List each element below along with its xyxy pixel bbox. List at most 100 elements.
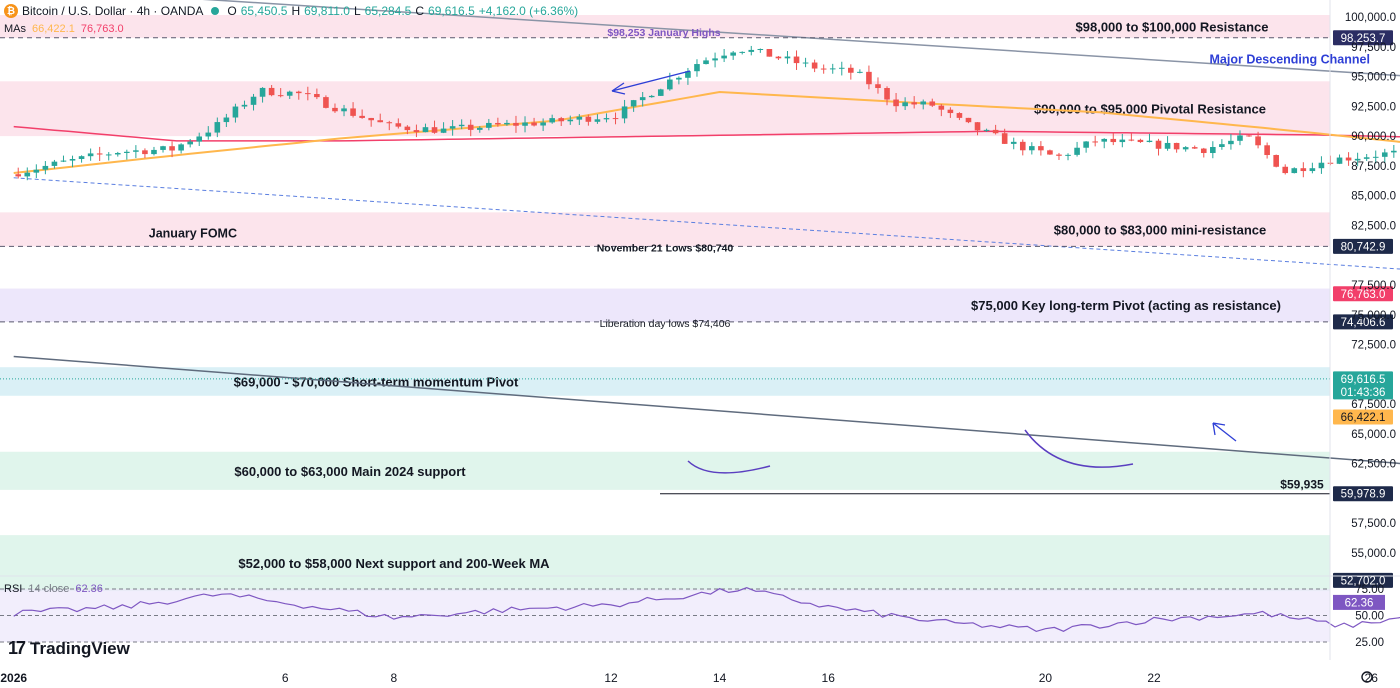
- candle-up[interactable]: [1354, 158, 1361, 161]
- candle-up[interactable]: [51, 161, 58, 166]
- candle-down[interactable]: [1038, 146, 1044, 151]
- candle-down[interactable]: [811, 62, 818, 69]
- candle-up[interactable]: [160, 146, 166, 150]
- candle-up[interactable]: [1318, 162, 1325, 169]
- candle-up[interactable]: [567, 119, 574, 122]
- candle-up[interactable]: [341, 108, 347, 112]
- candle-up[interactable]: [1372, 156, 1379, 158]
- candle-up[interactable]: [504, 122, 510, 125]
- candle-down[interactable]: [956, 113, 963, 118]
- candle-down[interactable]: [1056, 154, 1062, 156]
- candle-up[interactable]: [187, 141, 193, 145]
- candle-down[interactable]: [1110, 138, 1117, 143]
- candle-up[interactable]: [594, 119, 601, 122]
- candle-down[interactable]: [992, 129, 999, 134]
- candle-up[interactable]: [1101, 138, 1108, 142]
- candle-up[interactable]: [1010, 141, 1017, 144]
- candle-up[interactable]: [24, 172, 31, 177]
- candle-down[interactable]: [612, 118, 619, 120]
- candle-up[interactable]: [133, 150, 139, 152]
- candle-up[interactable]: [802, 62, 809, 64]
- candle-down[interactable]: [820, 68, 827, 70]
- candle-up[interactable]: [1083, 141, 1089, 148]
- candle-up[interactable]: [657, 89, 664, 96]
- candle-down[interactable]: [350, 108, 356, 116]
- candle-down[interactable]: [1273, 155, 1279, 167]
- candle-down[interactable]: [268, 87, 275, 96]
- candle-up[interactable]: [1119, 139, 1126, 143]
- candle-down[interactable]: [1282, 166, 1289, 174]
- candle-down[interactable]: [875, 84, 881, 89]
- candle-up[interactable]: [603, 118, 610, 120]
- candle-up[interactable]: [124, 151, 130, 153]
- candle-up[interactable]: [1065, 154, 1071, 156]
- candle-down[interactable]: [1300, 168, 1307, 172]
- candle-down[interactable]: [929, 101, 936, 106]
- candle-up[interactable]: [1228, 140, 1234, 145]
- candle-down[interactable]: [404, 126, 411, 131]
- candle-up[interactable]: [1363, 157, 1370, 159]
- candle-down[interactable]: [277, 95, 284, 97]
- candle-down[interactable]: [585, 116, 592, 122]
- rsi-pane[interactable]: 75.00 50.00 25.00 62.36: [0, 584, 1400, 649]
- candle-down[interactable]: [295, 91, 302, 94]
- candle-up[interactable]: [232, 106, 239, 118]
- tradingview-logo[interactable]: 17 TradingView: [8, 638, 130, 659]
- candle-up[interactable]: [829, 68, 836, 70]
- candle-down[interactable]: [386, 122, 393, 124]
- rsi-legend[interactable]: RSI 14 close 62.36: [4, 583, 103, 595]
- candle-up[interactable]: [857, 71, 863, 73]
- candle-up[interactable]: [42, 165, 49, 170]
- candle-up[interactable]: [648, 95, 655, 98]
- candle-up[interactable]: [639, 97, 646, 101]
- candle-up[interactable]: [223, 117, 230, 123]
- candle-down[interactable]: [395, 123, 402, 127]
- candle-down[interactable]: [413, 130, 420, 133]
- candle-up[interactable]: [685, 71, 691, 78]
- candle-up[interactable]: [667, 79, 673, 90]
- candle-up[interactable]: [920, 101, 927, 105]
- candle-down[interactable]: [1200, 148, 1207, 154]
- candle-up[interactable]: [87, 153, 94, 157]
- candle-up[interactable]: [449, 126, 456, 129]
- candle-down[interactable]: [848, 67, 854, 73]
- candle-down[interactable]: [965, 117, 972, 123]
- candle-down[interactable]: [911, 102, 917, 105]
- candle-up[interactable]: [1309, 168, 1316, 172]
- candle-up[interactable]: [1336, 157, 1343, 164]
- candle-down[interactable]: [1155, 140, 1162, 149]
- candle-up[interactable]: [1029, 146, 1035, 151]
- candle-down[interactable]: [1128, 139, 1135, 141]
- candle-down[interactable]: [431, 127, 438, 133]
- candle-down[interactable]: [1345, 157, 1352, 161]
- candle-up[interactable]: [739, 51, 746, 53]
- candle-down[interactable]: [1264, 145, 1270, 156]
- candle-down[interactable]: [1137, 139, 1144, 143]
- candle-down[interactable]: [893, 99, 899, 107]
- candle-down[interactable]: [884, 88, 890, 100]
- settings-gear-icon[interactable]: [1361, 671, 1373, 683]
- candle-up[interactable]: [1074, 147, 1080, 155]
- candle-up[interactable]: [1237, 135, 1243, 141]
- candle-up[interactable]: [114, 152, 121, 155]
- candle-down[interactable]: [793, 56, 800, 64]
- candle-up[interactable]: [69, 158, 76, 161]
- candle-down[interactable]: [1255, 136, 1261, 146]
- candle-up[interactable]: [105, 154, 112, 156]
- candle-down[interactable]: [15, 174, 22, 177]
- candle-up[interactable]: [838, 67, 845, 69]
- candle-up[interactable]: [78, 156, 85, 159]
- candle-up[interactable]: [60, 160, 67, 162]
- ma-legend[interactable]: MAs 66,422.1 76,763.0: [4, 23, 124, 35]
- candle-down[interactable]: [1092, 141, 1098, 143]
- candle-down[interactable]: [1019, 141, 1026, 151]
- candle-up[interactable]: [241, 104, 248, 107]
- candlesticks[interactable]: [15, 45, 1400, 465]
- candle-up[interactable]: [1381, 152, 1388, 157]
- candle-down[interactable]: [96, 153, 103, 155]
- candle-up[interactable]: [703, 60, 709, 65]
- candle-up[interactable]: [151, 149, 157, 155]
- candle-up[interactable]: [1210, 146, 1216, 154]
- candle-down[interactable]: [495, 122, 501, 125]
